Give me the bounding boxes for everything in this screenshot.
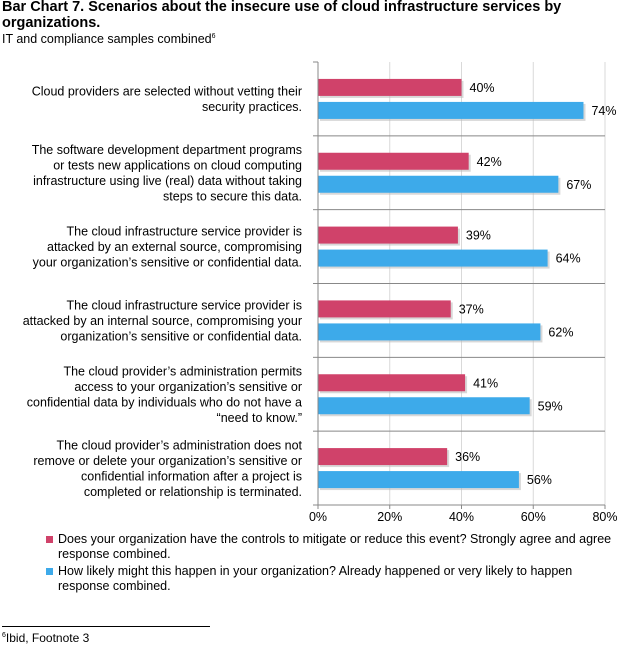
x-tick-label: 80% xyxy=(592,510,617,524)
x-tick-label: 0% xyxy=(309,510,327,524)
category-label-line: The cloud provider’s administration perm… xyxy=(63,365,302,379)
subtitle-footnote-ref: 6 xyxy=(211,32,216,40)
category-label-line: “need to know.” xyxy=(217,411,302,425)
data-label: 41% xyxy=(473,376,498,390)
x-tick-label: 40% xyxy=(449,510,474,524)
category-label-line: confidential information after a project… xyxy=(81,469,302,483)
bar-series-2 xyxy=(318,471,519,489)
bar-series-2 xyxy=(318,249,548,267)
category-label-line: The software development department prog… xyxy=(32,143,302,157)
legend-label-series-1: Does your organization have the controls… xyxy=(58,532,612,561)
category-label: The cloud provider’s administration perm… xyxy=(27,365,302,426)
data-label: 64% xyxy=(556,252,581,266)
bar-series-1 xyxy=(318,78,462,96)
bar-series-1 xyxy=(318,300,451,318)
footnote-divider xyxy=(2,626,210,627)
category-label-line: The cloud infrastructure service provide… xyxy=(66,298,302,312)
data-label: 42% xyxy=(477,155,502,169)
category-label-line: infrastructure using live (real) data wi… xyxy=(33,174,302,188)
x-tick-label: 20% xyxy=(377,510,402,524)
category-label-line: remove or delete your organization’s sen… xyxy=(33,454,302,468)
bar-series-2 xyxy=(318,323,541,341)
category-label: The cloud infrastructure service provide… xyxy=(33,225,302,270)
footnote-marker: 6 xyxy=(2,632,6,639)
category-label-line: security practices. xyxy=(202,100,302,114)
bar-series-1 xyxy=(318,152,469,170)
chart-legend: Does your organization have the controls… xyxy=(44,532,624,596)
bar-series-1 xyxy=(318,226,458,244)
category-label-line: Cloud providers are selected without vet… xyxy=(32,85,302,99)
bar-series-2 xyxy=(318,101,584,119)
data-label: 36% xyxy=(455,450,480,464)
chart-title: Bar Chart 7. Scenarios about the insecur… xyxy=(2,0,562,31)
data-label: 37% xyxy=(459,302,484,316)
legend-swatch-series-2 xyxy=(46,568,53,575)
category-label-line: The cloud infrastructure service provide… xyxy=(66,225,302,239)
category-label-line: organization’s sensitive or confidential… xyxy=(60,329,302,343)
category-label-line: confidential data by individuals who do … xyxy=(27,396,302,410)
legend-label-series-2: How likely might this happen in your org… xyxy=(58,564,573,593)
bar-series-1 xyxy=(318,448,448,466)
bar-series-2 xyxy=(318,397,530,415)
data-label: 59% xyxy=(538,399,563,413)
category-label-line: completed or relationship is terminated. xyxy=(84,485,302,499)
category-label-line: attacked by an external source, compromi… xyxy=(47,240,302,254)
category-label-line: The cloud provider’s administration does… xyxy=(56,438,302,452)
footnote: 6Ibid, Footnote 3 xyxy=(2,631,89,645)
chart-subtitle: IT and compliance samples combined6 xyxy=(2,32,216,46)
data-label: 39% xyxy=(466,229,491,243)
legend-item-series-2: How likely might this happen in your org… xyxy=(44,564,624,594)
footnote-text: Ibid, Footnote 3 xyxy=(5,631,90,645)
category-label-line: steps to secure this data. xyxy=(163,190,302,204)
category-label: The cloud infrastructure service provide… xyxy=(23,298,302,343)
data-label: 62% xyxy=(548,325,573,339)
x-tick-label: 60% xyxy=(521,510,546,524)
category-label: The cloud provider’s administration does… xyxy=(33,438,302,499)
category-label-line: or tests new applications on cloud compu… xyxy=(53,159,302,173)
bar-series-1 xyxy=(318,374,466,392)
subtitle-text: IT and compliance samples combined xyxy=(2,32,212,46)
category-label: Cloud providers are selected without vet… xyxy=(32,85,302,115)
data-label: 74% xyxy=(591,104,616,118)
data-label: 67% xyxy=(566,178,591,192)
category-label-line: attacked by an internal source, compromi… xyxy=(23,314,302,328)
category-label-line: access to your organization’s sensitive … xyxy=(74,380,302,394)
data-label: 56% xyxy=(527,473,552,487)
bar-series-2 xyxy=(318,175,559,193)
category-label: The software development department prog… xyxy=(32,143,302,204)
category-label-line: your organization’s sensitive or confide… xyxy=(33,256,302,270)
legend-item-series-1: Does your organization have the controls… xyxy=(44,532,624,562)
legend-swatch-series-1 xyxy=(46,536,53,543)
bar-chart: 0% 20% 40% 60% 80% 40% 74% Cloud providers are … xyxy=(23,61,618,524)
data-label: 40% xyxy=(470,81,495,95)
